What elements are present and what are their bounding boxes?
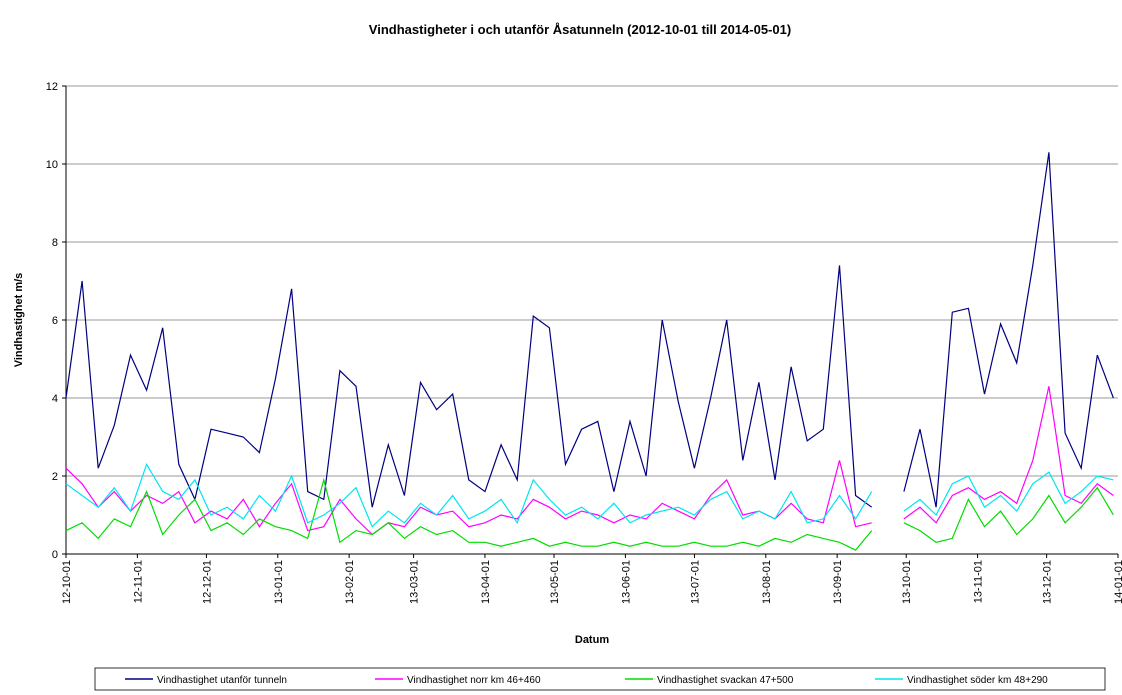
y-tick-label: 0 bbox=[52, 549, 58, 561]
series-line bbox=[65, 477, 1114, 551]
y-tick-label: 8 bbox=[52, 237, 58, 249]
y-tick-label: 12 bbox=[46, 81, 58, 93]
x-tick-label: 12-10-01 bbox=[61, 560, 73, 604]
x-tick-label: 13-08-01 bbox=[761, 560, 773, 604]
y-tick-label: 10 bbox=[46, 159, 58, 171]
x-tick-label: 13-04-01 bbox=[480, 560, 492, 604]
x-axis-label: Datum bbox=[575, 634, 609, 646]
x-tick-label: 13-12-01 bbox=[1042, 560, 1054, 604]
x-tick-label: 14-01-01 bbox=[1113, 560, 1122, 604]
x-tick-label: 13-07-01 bbox=[689, 560, 701, 604]
x-tick-label: 13-11-01 bbox=[973, 560, 985, 603]
x-tick-label: 13-05-01 bbox=[549, 560, 561, 604]
x-tick-label: 12-12-01 bbox=[201, 560, 213, 604]
x-tick-label: 13-06-01 bbox=[620, 560, 632, 604]
legend-label: Vindhastighet norr km 46+460 bbox=[407, 675, 541, 686]
series-line bbox=[65, 152, 1114, 508]
series-line bbox=[65, 462, 1114, 528]
x-tick-label: 13-09-01 bbox=[832, 560, 844, 604]
x-tick-label: 12-11-01 bbox=[132, 560, 144, 603]
series-line bbox=[65, 386, 1114, 536]
y-axis-label: Vindhastighet m/s bbox=[13, 273, 25, 368]
legend-label: Vindhastighet svackan 47+500 bbox=[657, 675, 794, 686]
legend-label: Vindhastighet utanför tunneln bbox=[157, 675, 287, 686]
legend-box bbox=[94, 667, 1106, 691]
chart-title: Vindhastigheter i och utanför Åsatunneln… bbox=[369, 22, 791, 37]
x-tick-label: 13-01-01 bbox=[273, 560, 285, 604]
x-tick-label: 13-10-01 bbox=[901, 560, 913, 604]
y-tick-label: 2 bbox=[52, 471, 58, 483]
x-tick-label: 13-03-01 bbox=[409, 560, 421, 604]
y-tick-label: 6 bbox=[52, 315, 58, 327]
legend-label: Vindhastighet söder km 48+290 bbox=[907, 675, 1048, 686]
y-tick-label: 4 bbox=[52, 393, 58, 405]
x-tick-label: 13-02-01 bbox=[344, 560, 356, 604]
